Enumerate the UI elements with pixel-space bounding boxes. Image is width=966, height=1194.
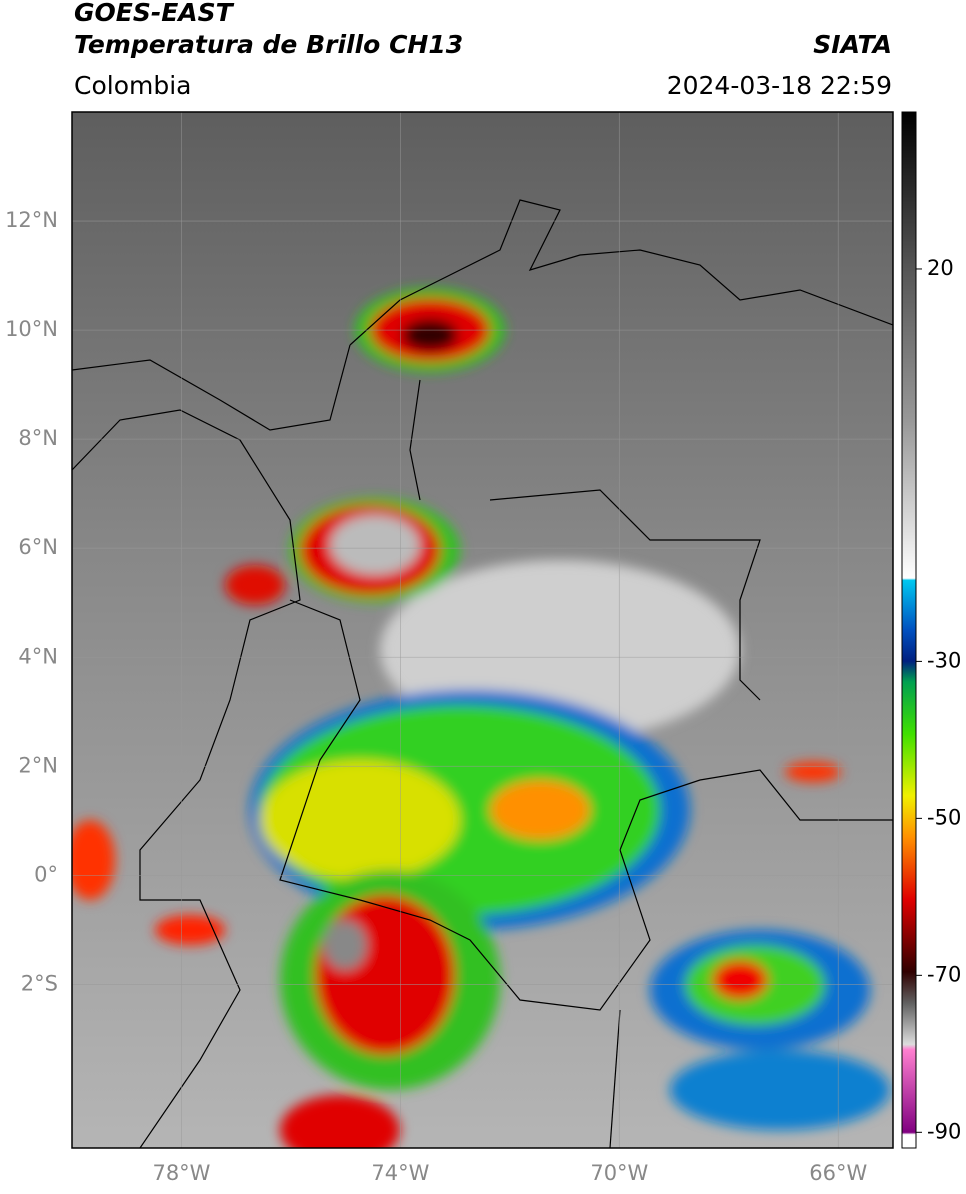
source: SIATA bbox=[813, 30, 892, 59]
y-tick-label: 0° bbox=[34, 862, 58, 886]
y-tick-label: 6°N bbox=[18, 535, 58, 559]
x-tick-label: 66°W bbox=[809, 1161, 867, 1185]
grid bbox=[72, 112, 893, 1148]
map-image bbox=[72, 112, 893, 1148]
colorbar-tick-label: -90 bbox=[927, 1119, 961, 1143]
y-tick-label: 4°N bbox=[18, 644, 58, 668]
colorbar-tick-label: -50 bbox=[927, 805, 961, 829]
colorbar-tick-label: -70 bbox=[927, 962, 961, 986]
region: Colombia bbox=[74, 71, 191, 100]
y-tick-label: 2°N bbox=[18, 753, 58, 777]
title: GOES-EAST bbox=[74, 0, 235, 27]
colorbar bbox=[901, 111, 917, 1149]
y-tick-label: 8°N bbox=[18, 426, 58, 450]
y-tick-label: 10°N bbox=[5, 317, 58, 341]
colorbar-tick-label: -30 bbox=[927, 648, 961, 672]
subtitle: Temperatura de Brillo CH13 bbox=[74, 30, 463, 59]
x-tick-label: 78°W bbox=[152, 1161, 210, 1185]
datetime: 2024-03-18 22:59 bbox=[667, 71, 892, 100]
x-tick-label: 74°W bbox=[371, 1161, 429, 1185]
x-tick-label: 70°W bbox=[590, 1161, 648, 1185]
y-tick-label: 2°S bbox=[21, 971, 58, 995]
y-tick-label: 12°N bbox=[5, 208, 58, 232]
colorbar-tick-label: 20 bbox=[927, 256, 954, 280]
map-frame bbox=[71, 111, 894, 1149]
